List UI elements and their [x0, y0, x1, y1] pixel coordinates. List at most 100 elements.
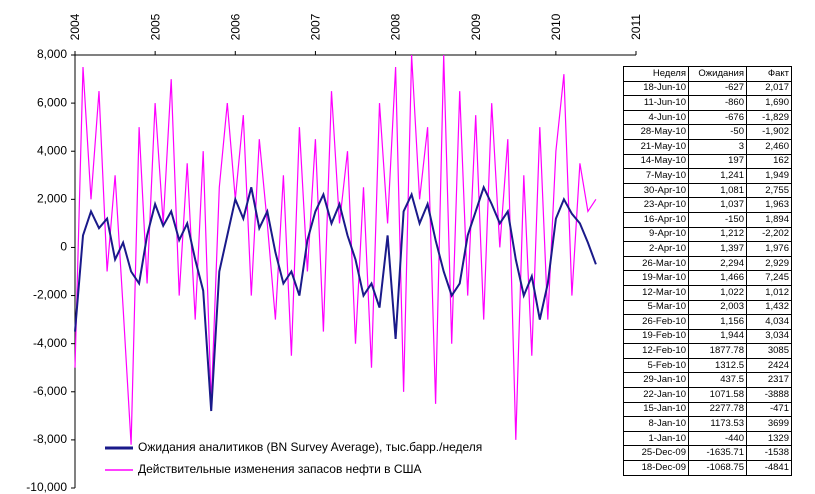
table-cell: 2,929 [746, 255, 792, 272]
table-cell: -1635.71 [688, 445, 747, 462]
table-cell: 2,017 [746, 80, 792, 97]
y-tick-label: 8,000 [37, 47, 67, 61]
table-cell: -676 [688, 109, 747, 126]
table-cell: 29-Jan-10 [623, 372, 689, 389]
table-cell: 2,460 [746, 138, 792, 155]
table-cell: 1,949 [746, 168, 792, 184]
y-tick-label: -6,000 [33, 384, 67, 398]
y-tick-label: -4,000 [33, 336, 67, 350]
table-row: 12-Mar-10 1,022 1,012 [623, 284, 792, 301]
table-row: 18-Dec-09 -1068.75 -4841 [623, 460, 792, 476]
x-tick-label: 2006 [228, 13, 242, 40]
table-cell: 26-Feb-10 [623, 314, 689, 330]
table-cell: 30-Apr-10 [623, 182, 689, 199]
table-row: 5-Feb-10 1312.5 2424 [623, 357, 792, 374]
table-cell: 2277.78 [688, 401, 747, 418]
table-cell: 26-Mar-10 [623, 255, 689, 272]
table-cell: 7,245 [746, 270, 792, 286]
table-cell: 1,037 [688, 197, 747, 213]
table-cell: 1,012 [746, 284, 792, 301]
table-cell: 2317 [746, 372, 792, 389]
table-cell: -860 [688, 95, 747, 111]
table-cell: -150 [688, 211, 747, 228]
table-cell: 3085 [746, 343, 792, 359]
table-cell: 2,294 [688, 255, 747, 272]
table-cell: 5-Feb-10 [623, 357, 689, 374]
table-cell: 12-Feb-10 [623, 343, 689, 359]
table-cell: 4,034 [746, 314, 792, 330]
table-row: 15-Jan-10 2277.78 -471 [623, 401, 792, 418]
table-cell: 1,156 [688, 314, 747, 330]
table-row: 14-May-10 197 162 [623, 153, 792, 170]
table-cell: 197 [688, 153, 747, 170]
x-tick-label: 2010 [549, 13, 563, 40]
table-row: 29-Jan-10 437.5 2317 [623, 372, 792, 389]
table-row: 5-Mar-10 2,003 1,432 [623, 299, 792, 316]
table-cell: -2,202 [746, 226, 792, 243]
table-cell: 22-Jan-10 [623, 387, 689, 403]
table-row: 28-May-10 -50 -1,902 [623, 124, 792, 140]
table-cell: 1,690 [746, 95, 792, 111]
table-cell: 162 [746, 153, 792, 170]
table-cell: 2424 [746, 357, 792, 374]
table-cell: 7-May-10 [623, 168, 689, 184]
table-header: Неделя Ожидания Факт [623, 66, 792, 82]
table-row: 26-Feb-10 1,156 4,034 [623, 314, 792, 330]
table-cell: 1329 [746, 430, 792, 447]
table-cell: 1,022 [688, 284, 747, 301]
table-row: 11-Jun-10 -860 1,690 [623, 95, 792, 111]
table-cell: 1312.5 [688, 357, 747, 374]
y-tick-label: -2,000 [33, 288, 67, 302]
table-cell: -3888 [746, 387, 792, 403]
table-cell: -1068.75 [688, 460, 747, 476]
table-row: 18-Jun-10 -627 2,017 [623, 80, 792, 97]
table-cell: 3,034 [746, 328, 792, 345]
y-tick-label: -8,000 [33, 432, 67, 446]
table-cell: 1,963 [746, 197, 792, 213]
table-row: 2-Apr-10 1,397 1,976 [623, 241, 792, 257]
table-cell: 1,432 [746, 299, 792, 316]
x-tick-label: 2004 [68, 13, 82, 40]
table-cell: 21-May-10 [623, 138, 689, 155]
table-row: 9-Apr-10 1,212 -2,202 [623, 226, 792, 243]
table-cell: 25-Dec-09 [623, 445, 689, 462]
table-cell: 1,241 [688, 168, 747, 184]
legend-label: Действительные изменения запасов нефти в… [138, 462, 422, 476]
table-row: 1-Jan-10 -440 1329 [623, 430, 792, 447]
table-cell: 19-Mar-10 [623, 270, 689, 286]
table-cell: 14-May-10 [623, 153, 689, 170]
data-table: Неделя Ожидания Факт 18-Jun-10 -627 2,017 11-J… [623, 66, 792, 476]
table-cell: 8-Jan-10 [623, 416, 689, 432]
table-row: 7-May-10 1,241 1,949 [623, 168, 792, 184]
x-tick-label: 2007 [309, 13, 323, 40]
table-cell: 15-Jan-10 [623, 401, 689, 418]
table-cell: 5-Mar-10 [623, 299, 689, 316]
table-cell: -471 [746, 401, 792, 418]
table-cell: 437.5 [688, 372, 747, 389]
table-cell: 2,755 [746, 182, 792, 199]
y-tick-label: 2,000 [37, 192, 67, 206]
series-line [74, 184, 597, 412]
table-cell: -50 [688, 124, 747, 140]
x-tick-label: 2009 [469, 13, 483, 40]
table-cell: -1,829 [746, 109, 792, 126]
table-cell: 3 [688, 138, 747, 155]
y-tick-label: 6,000 [37, 95, 67, 109]
table-cell: -1,902 [746, 124, 792, 140]
table-cell: 11-Jun-10 [623, 95, 689, 111]
table-row: 26-Mar-10 2,294 2,929 [623, 255, 792, 272]
table-cell: -627 [688, 80, 747, 97]
table-cell: 1,397 [688, 241, 747, 257]
table-cell: 1071.58 [688, 387, 747, 403]
table-cell: 4-Jun-10 [623, 109, 689, 126]
table-cell: 2,003 [688, 299, 747, 316]
table-row: 16-Apr-10 -150 1,894 [623, 211, 792, 228]
table-row: 8-Jan-10 1173.53 3699 [623, 416, 792, 432]
table-cell: -1538 [746, 445, 792, 462]
table-cell: 2-Apr-10 [623, 241, 689, 257]
x-tick-label: 2011 [629, 14, 643, 40]
table-cell: 1,081 [688, 182, 747, 199]
table-cell: -440 [688, 430, 747, 447]
